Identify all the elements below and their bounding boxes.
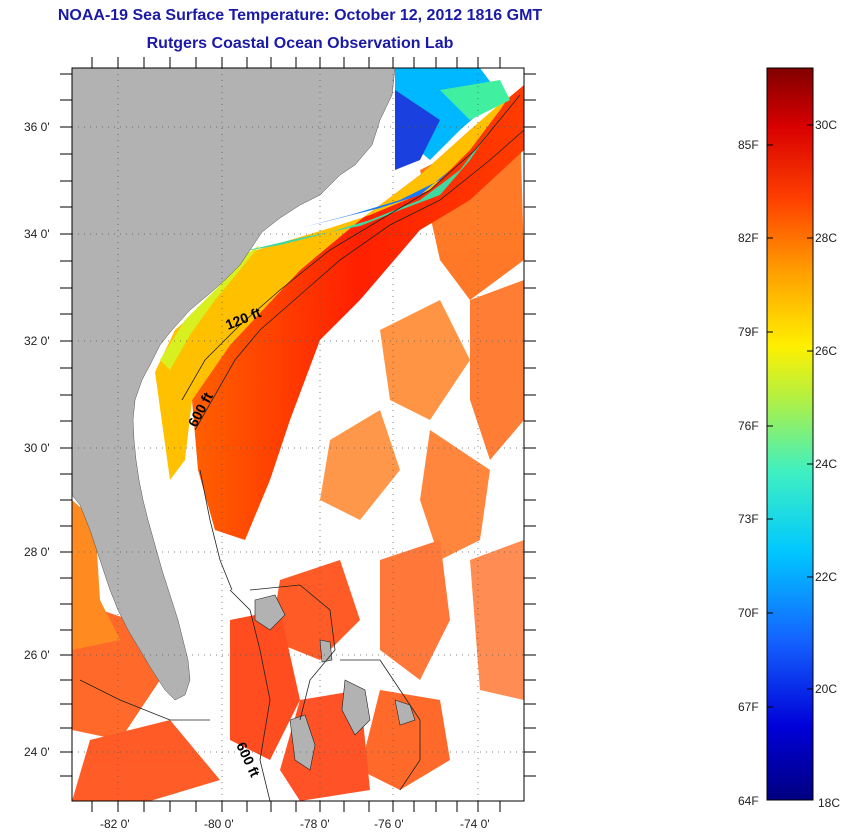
lat-label-28: 28 0' <box>24 545 50 559</box>
lat-label-26: 26 0' <box>24 648 50 662</box>
lon-label-78: -78 0' <box>300 817 330 831</box>
colorbar-c-20: 20C <box>815 682 837 696</box>
lat-label-30: 30 0' <box>24 441 50 455</box>
colorbar-c-22: 22C <box>815 570 837 584</box>
colorbar-f-64: 64F <box>738 794 759 808</box>
colorbar-f-79: 79F <box>738 325 759 339</box>
lat-lon-grid <box>72 68 524 801</box>
map-title: NOAA-19 Sea Surface Temperature: October… <box>57 7 543 24</box>
colorbar-c-24: 24C <box>815 457 837 471</box>
offshore-sst-patches <box>72 120 524 801</box>
lon-label-76: -76 0' <box>374 817 404 831</box>
land-bahamas <box>254 594 416 771</box>
colorbar-c-18: 18C <box>818 796 840 810</box>
colorbar-gradient <box>766 67 814 801</box>
lon-label-74: -74 0' <box>460 817 490 831</box>
colorbar-c-30: 30C <box>815 118 837 132</box>
colorbar-f-82: 82F <box>738 231 759 245</box>
axis-ticks <box>60 57 536 812</box>
colorbar-f-73: 73F <box>738 512 759 526</box>
colorbar-c-28: 28C <box>815 231 837 245</box>
lat-label-34: 34 0' <box>24 227 50 241</box>
lon-label-82: -82 0' <box>100 817 130 831</box>
map-area: 120 ft 600 ft 600 ft <box>72 68 524 801</box>
colorbar-f-85: 85F <box>738 138 759 152</box>
colorbar-c-26: 26C <box>815 344 837 358</box>
lat-label-24: 24 0' <box>24 745 50 759</box>
bathymetry-contours <box>79 94 524 801</box>
lat-label-36: 36 0' <box>24 120 50 134</box>
map-frame <box>71 67 525 802</box>
colorbar-f-76: 76F <box>738 419 759 433</box>
colorbar-f-67: 67F <box>738 700 759 714</box>
lon-label-80: -80 0' <box>204 817 234 831</box>
land-us-southeast <box>72 68 396 701</box>
colorbar-f-70: 70F <box>738 606 759 620</box>
colorbar: 85F 82F 79F 76F 73F 70F 67F 64F 30C 28C … <box>738 67 840 810</box>
lat-label-32: 32 0' <box>24 334 50 348</box>
map-subtitle: Rutgers Coastal Ocean Observation Lab <box>146 35 454 52</box>
